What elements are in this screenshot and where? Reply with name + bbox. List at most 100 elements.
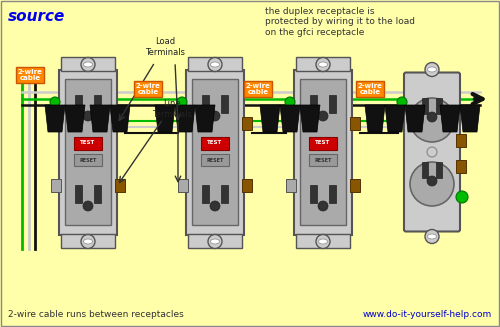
Text: TEST: TEST <box>80 141 96 146</box>
Circle shape <box>83 111 93 121</box>
Ellipse shape <box>318 239 328 244</box>
Circle shape <box>210 111 220 121</box>
Circle shape <box>397 97 407 107</box>
Bar <box>242 179 252 192</box>
Bar <box>61 57 115 71</box>
Bar <box>329 95 336 113</box>
Bar <box>294 70 352 234</box>
Ellipse shape <box>210 239 220 244</box>
Bar <box>202 185 209 203</box>
Bar <box>221 185 228 203</box>
Bar <box>422 162 428 178</box>
Circle shape <box>410 162 454 206</box>
Bar <box>436 162 442 178</box>
Bar <box>309 137 337 150</box>
Bar <box>61 233 115 248</box>
Bar <box>422 98 428 114</box>
Text: Line
Terminals: Line Terminals <box>152 99 192 119</box>
Ellipse shape <box>428 67 436 72</box>
Bar <box>329 185 336 203</box>
Bar <box>309 154 337 166</box>
Bar <box>350 179 360 192</box>
Bar <box>115 117 125 130</box>
Bar <box>221 95 228 113</box>
Circle shape <box>427 147 437 157</box>
Circle shape <box>425 62 439 77</box>
Polygon shape <box>45 105 65 132</box>
Circle shape <box>208 58 222 72</box>
Polygon shape <box>385 105 405 132</box>
Circle shape <box>410 98 454 142</box>
Text: RESET: RESET <box>314 158 332 163</box>
Polygon shape <box>110 105 130 132</box>
Ellipse shape <box>428 234 436 239</box>
Text: TEST: TEST <box>208 141 222 146</box>
Polygon shape <box>260 105 280 132</box>
Circle shape <box>456 191 468 203</box>
Circle shape <box>316 234 330 249</box>
Circle shape <box>50 97 60 107</box>
Polygon shape <box>365 105 385 132</box>
Bar <box>186 70 244 234</box>
Circle shape <box>83 201 93 211</box>
Text: RESET: RESET <box>80 158 96 163</box>
Text: source: source <box>8 9 66 24</box>
Polygon shape <box>300 105 320 132</box>
Circle shape <box>318 111 328 121</box>
Polygon shape <box>155 105 175 132</box>
Bar <box>436 98 442 114</box>
Circle shape <box>318 201 328 211</box>
Circle shape <box>427 176 437 186</box>
Polygon shape <box>65 105 85 132</box>
Bar <box>74 154 102 166</box>
FancyBboxPatch shape <box>404 73 460 232</box>
Bar <box>201 154 229 166</box>
Bar <box>310 185 317 203</box>
Polygon shape <box>460 105 480 132</box>
Bar <box>192 79 238 225</box>
Ellipse shape <box>318 62 328 67</box>
Bar <box>286 179 296 192</box>
Circle shape <box>210 201 220 211</box>
Circle shape <box>285 97 295 107</box>
Bar <box>350 117 360 130</box>
Bar <box>178 117 188 130</box>
Ellipse shape <box>84 239 92 244</box>
Bar <box>456 160 466 173</box>
Circle shape <box>427 112 437 122</box>
Text: www.do-it-yourself-help.com: www.do-it-yourself-help.com <box>363 310 492 319</box>
Bar <box>296 233 350 248</box>
Text: the duplex receptacle is
protected by wiring it to the load
on the gfci receptac: the duplex receptacle is protected by wi… <box>265 7 415 37</box>
Polygon shape <box>280 105 300 132</box>
Bar <box>74 137 102 150</box>
Bar <box>286 117 296 130</box>
Text: 2-wire
cable: 2-wire cable <box>18 68 42 81</box>
Bar <box>178 179 188 192</box>
Bar <box>94 185 101 203</box>
Text: 2-wire
cable: 2-wire cable <box>358 82 382 95</box>
Bar <box>94 95 101 113</box>
Circle shape <box>316 58 330 72</box>
Text: 2-wire
cable: 2-wire cable <box>136 82 160 95</box>
Text: Load
Terminals: Load Terminals <box>145 37 185 57</box>
Bar <box>296 57 350 71</box>
Bar <box>59 70 117 234</box>
Polygon shape <box>405 105 425 132</box>
Text: 2-wire
cable: 2-wire cable <box>246 82 270 95</box>
Bar <box>188 233 242 248</box>
Circle shape <box>177 97 187 107</box>
Polygon shape <box>440 105 460 132</box>
Bar <box>456 134 466 147</box>
Circle shape <box>425 230 439 244</box>
Text: TEST: TEST <box>316 141 330 146</box>
Ellipse shape <box>210 62 220 67</box>
Text: 2-wire cable runs between receptacles: 2-wire cable runs between receptacles <box>8 310 184 319</box>
Bar <box>51 179 61 192</box>
Bar <box>115 179 125 192</box>
Circle shape <box>81 58 95 72</box>
Bar <box>202 95 209 113</box>
Polygon shape <box>175 105 195 132</box>
Bar <box>188 57 242 71</box>
Bar <box>75 95 82 113</box>
Circle shape <box>208 234 222 249</box>
